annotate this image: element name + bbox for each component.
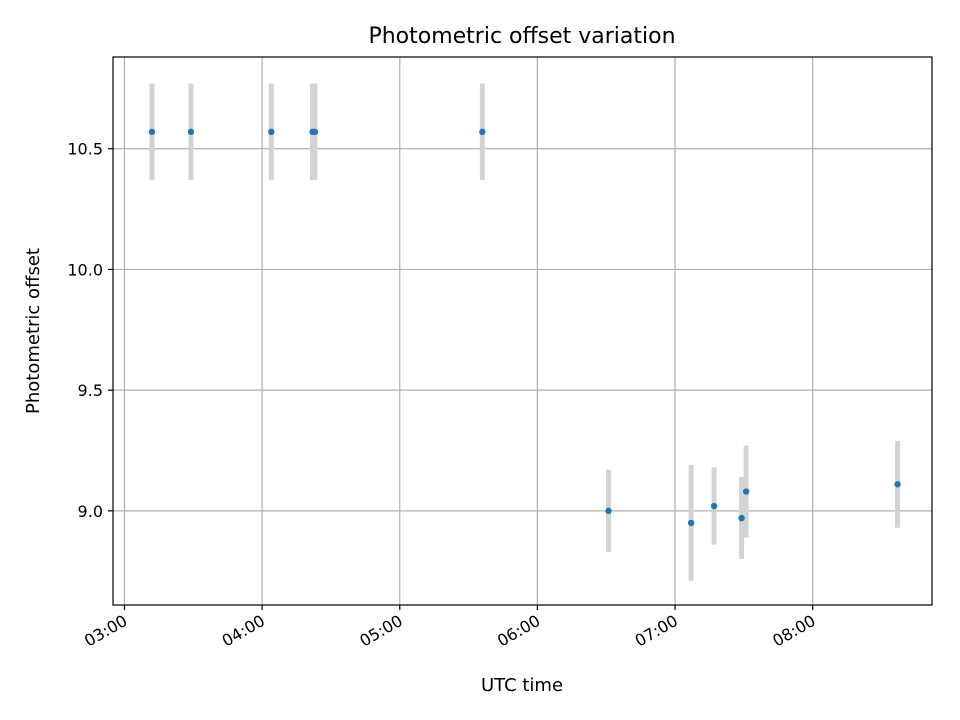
data-point — [738, 514, 745, 522]
data-point — [479, 128, 486, 136]
data-point — [148, 128, 156, 136]
data-point — [742, 488, 750, 495]
data-point — [710, 502, 718, 510]
data-point — [687, 519, 695, 527]
data-point — [311, 128, 319, 136]
data-points — [148, 128, 901, 527]
x-axis-label: UTC time — [481, 675, 563, 696]
plot-frame — [112, 56, 933, 606]
y-axis-label: Photometric offset — [23, 248, 44, 414]
data-point — [187, 128, 195, 136]
y-tick-label: 9.5 — [78, 381, 103, 400]
data-point — [894, 481, 901, 488]
chart-title: Photometric offset variation — [368, 24, 675, 49]
y-tick-label: 10.0 — [67, 260, 103, 279]
data-point — [268, 128, 275, 136]
data-point — [605, 507, 612, 515]
y-tick-label: 10.5 — [67, 140, 103, 159]
gridlines — [113, 57, 932, 605]
y-tick-label: 9.0 — [78, 502, 103, 521]
